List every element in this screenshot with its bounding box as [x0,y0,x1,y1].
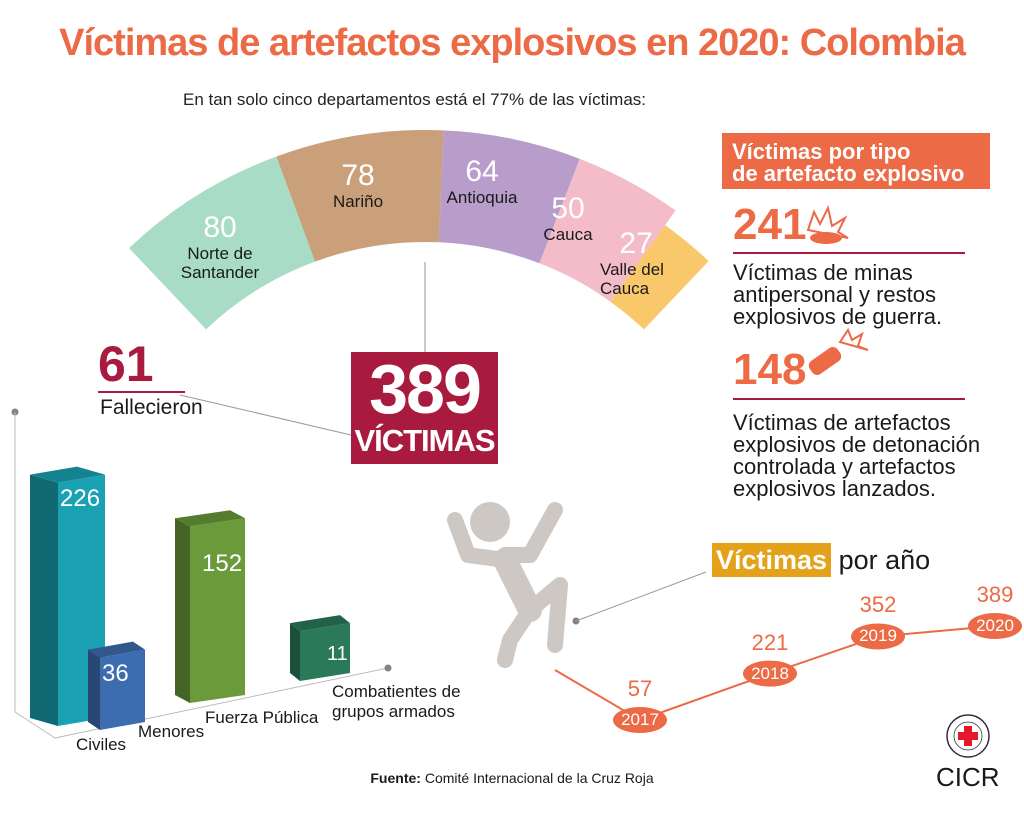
type-header: Víctimas por tipo de artefacto explosivo [722,133,990,189]
bar-value-combatientes: 11 [327,643,348,665]
arc-segment-4 [610,225,709,330]
arc-label-cauca: 50 Cauca [543,192,593,245]
page-title: Víctimas de artefactos explosivos en 202… [59,22,966,64]
bar-side [88,649,100,730]
bar-top [175,510,245,527]
year-label: 2019 [859,626,897,646]
type-number-mines: 241 [733,200,807,249]
bar-category-combatientes: Combatientes de grupos armados [332,682,461,721]
bar-2 [190,518,245,703]
arc-segment-1 [276,130,444,262]
year-point-2018 [743,660,797,687]
total-label: VÍCTIMAS [354,423,495,458]
source-note: Fuente: Comité Internacional de la Cruz … [370,770,654,786]
divider [733,252,965,254]
falling-person-icon [447,502,568,668]
year-value-label: 389 [976,582,1014,607]
connector-line [179,394,352,436]
arc-segment-3 [539,158,676,302]
bar-value-menores: 36 [102,660,129,687]
arc-label-antioquia: 64 Antioquia [446,155,518,208]
bar-top [30,466,105,483]
total-victims-box: 389 VÍCTIMAS [351,352,498,464]
bar-value-civiles: 226 [60,485,101,512]
bar-category-menores: Menores [138,722,205,741]
landmine-icon [806,205,849,244]
victims-per-year-line-chart [554,613,1022,733]
type-desc-mines: Víctimas de minas antipersonal y restos ex… [733,260,943,329]
bar-side [175,518,190,703]
bar-category-fuerza-publica: Fuerza Pública [205,708,319,727]
year-label: 2020 [976,616,1014,635]
year-value-label: 352 [859,592,897,618]
year-point-2017 [613,707,667,733]
grenade-icon [808,327,869,375]
type-header-line: Víctimas por tipo [732,139,911,164]
victim-type-bar-chart [30,466,350,730]
type-desc-explosives: Víctimas de artefactos explosivos de deto… [733,410,981,501]
year-header-rest: por año [838,545,931,575]
subtitle: En tan solo cinco departamentos está el … [183,90,647,109]
arc-segment-2 [438,130,580,264]
year-header-highlight: Víctimas [712,543,832,577]
arc-label-valle-del-cauca: 27 Valle del Cauca [600,227,664,299]
bar-top [88,641,145,658]
year-header: Víctimas por año [712,543,931,577]
divider [733,398,965,400]
department-arc-chart [129,130,709,330]
total-number: 389 [369,350,482,428]
bar-3 [300,623,350,681]
bar-value-fuerza-publica: 152 [202,550,243,577]
arc-segment-0 [129,156,316,330]
icrc-logo-text: CICR [936,762,1000,792]
year-label: 2018 [751,663,789,683]
arc-label-narino: 78 Nariño [332,159,384,212]
arc-label-norte-de-santander: 80 Norte de Santander [180,211,260,283]
bar-top [290,615,350,632]
deaths-label: Fallecieron [100,396,203,419]
year-label: 2017 [621,710,659,729]
bar-1 [100,649,145,730]
year-value-label: 57 [627,676,653,701]
icrc-logo [946,714,990,758]
bar-category-civiles: Civiles [76,735,127,754]
year-point-2019 [851,623,905,650]
type-header-line: de artefacto explosivo [732,161,965,186]
bar-side [290,623,300,681]
deaths-number: 61 [98,336,154,392]
year-point-2020 [968,613,1022,639]
year-value-label: 221 [751,629,789,655]
bar-side [30,474,58,726]
type-number-explosives: 148 [733,345,807,394]
